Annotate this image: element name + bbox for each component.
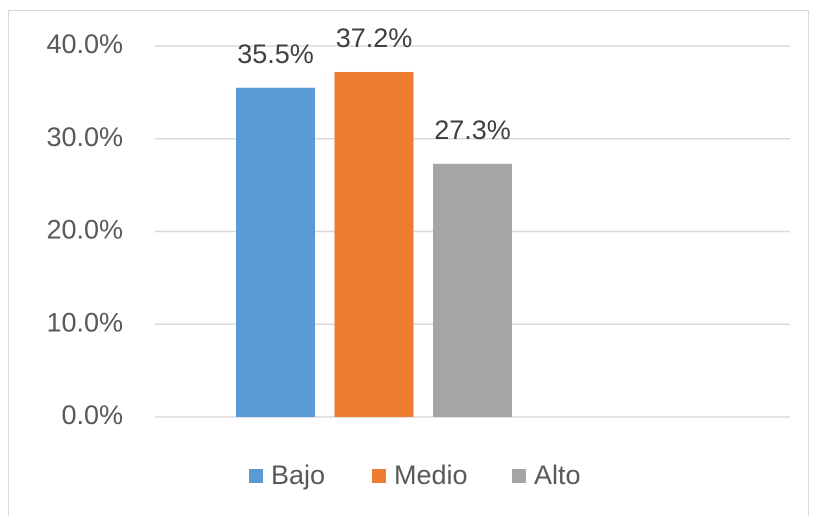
bar <box>236 87 315 418</box>
legend-swatch <box>249 469 263 483</box>
y-tick-label: 30.0% <box>46 122 123 152</box>
legend-label: Alto <box>534 460 581 490</box>
legend-swatch <box>512 469 526 483</box>
data-label: 35.5% <box>237 39 314 69</box>
legend-swatch <box>372 469 386 483</box>
data-label: 27.3% <box>434 115 511 145</box>
chart-border <box>8 10 809 516</box>
y-tick-label: 20.0% <box>46 215 123 245</box>
y-tick-label: 40.0% <box>46 29 123 59</box>
bar <box>433 163 512 417</box>
bar <box>334 71 414 417</box>
legend-label: Bajo <box>271 460 325 490</box>
data-label: 37.2% <box>336 23 413 53</box>
y-tick-label: 10.0% <box>46 307 123 337</box>
y-tick-label: 0.0% <box>61 400 123 430</box>
legend-label: Medio <box>394 460 468 490</box>
